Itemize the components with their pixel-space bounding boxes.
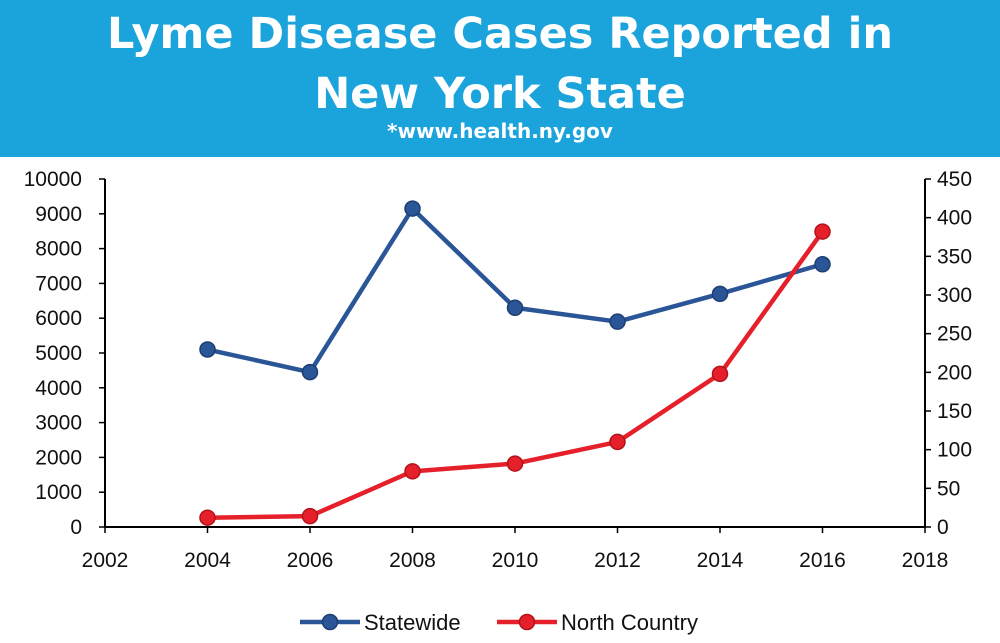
legend-swatch-marker — [518, 613, 536, 631]
chart-axes — [99, 178, 931, 533]
x-tick-label: 2012 — [594, 549, 641, 572]
data-point — [404, 200, 421, 217]
x-tick-label: 2014 — [697, 549, 744, 572]
data-point — [301, 507, 319, 525]
y-left-tick-label: 10000 — [24, 168, 82, 191]
y-left-tick-label: 6000 — [35, 307, 82, 330]
y-left-tick-label: 7000 — [35, 272, 82, 295]
y-right-tick-label: 350 — [937, 245, 972, 268]
y-right-tick-label: 200 — [937, 361, 972, 384]
data-point — [609, 313, 626, 330]
data-point — [506, 455, 524, 472]
y-right-tick-label: 150 — [937, 400, 972, 423]
y-right-tick-label: 450 — [937, 168, 972, 191]
legend-label: Statewide — [364, 610, 461, 635]
series-statewide — [199, 200, 831, 381]
data-point — [404, 463, 421, 480]
line-chart: 0100020003000400050006000700080009000100… — [24, 168, 972, 635]
y-left-tick-label: 0 — [70, 516, 82, 539]
legend-item-north-country: North Country — [497, 610, 698, 635]
chart-legend: Statewide North Country — [300, 610, 698, 635]
series-north-country — [199, 223, 831, 526]
y-left-tick-label: 3000 — [35, 412, 82, 435]
legend-label: North Country — [561, 610, 698, 635]
series-line — [207, 230, 825, 520]
y-left-tick-label: 8000 — [35, 238, 82, 261]
data-point — [301, 363, 319, 381]
y-right-tick-label: 300 — [937, 284, 972, 307]
chart-title-line-2: New York State — [314, 69, 686, 119]
x-tick-label: 2002 — [82, 549, 129, 572]
chart-series — [199, 200, 831, 526]
y-left-tick-label: 9000 — [35, 203, 82, 226]
series-line — [207, 206, 824, 375]
y-left-tick-label: 1000 — [35, 481, 82, 504]
x-tick-label: 2004 — [184, 549, 231, 572]
x-tick-label: 2008 — [389, 549, 436, 572]
data-point — [814, 223, 831, 240]
data-point — [609, 433, 626, 451]
y-right-tick-label: 250 — [937, 323, 972, 346]
data-point — [199, 509, 216, 526]
y-left-tick-label: 4000 — [35, 377, 82, 400]
y-left-tick-label: 2000 — [35, 446, 82, 469]
y-right-tick-label: 400 — [937, 207, 972, 230]
tick-labels: 0100020003000400050006000700080009000100… — [24, 168, 972, 572]
data-point — [506, 299, 524, 317]
x-tick-label: 2018 — [902, 549, 949, 572]
x-tick-label: 2006 — [287, 549, 334, 572]
data-point — [711, 365, 729, 383]
y-right-tick-label: 50 — [937, 477, 960, 500]
data-point — [814, 256, 831, 273]
source-note: *www.health.ny.gov — [387, 119, 613, 143]
data-point — [199, 341, 216, 358]
y-left-tick-label: 5000 — [35, 342, 82, 365]
chart-title-line-1: Lyme Disease Cases Reported in — [107, 9, 893, 59]
x-tick-label: 2016 — [799, 549, 846, 572]
y-right-tick-label: 100 — [937, 439, 972, 462]
y-right-tick-label: 0 — [937, 516, 949, 539]
data-point — [711, 285, 729, 303]
chart-header: Lyme Disease Cases Reported in New York … — [0, 0, 1000, 157]
legend-swatch-marker — [321, 613, 339, 631]
legend-item-statewide: Statewide — [300, 610, 461, 635]
x-tick-label: 2010 — [492, 549, 539, 572]
